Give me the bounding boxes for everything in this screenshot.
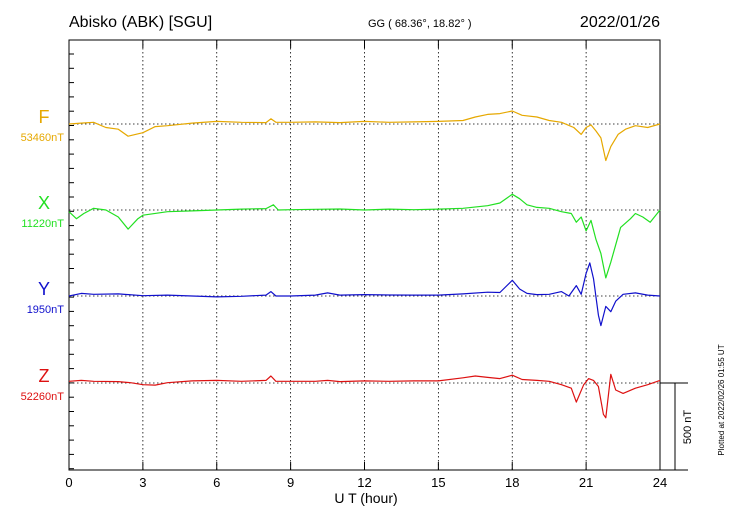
series-labels: F 53460nT X 11220nT Y 1950nT Z 52260nT [21,107,65,403]
series-line-X [68,193,661,279]
x-tick-label: 0 [65,475,72,490]
x-tick-label: 24 [653,475,667,490]
series-name-Z: Z [39,366,50,386]
series-name-F: F [39,107,50,127]
x-tick-label: 9 [287,475,294,490]
series-baseline-Y: 1950nT [27,304,65,316]
x-tick-label: 12 [357,475,371,490]
series-line-Y [68,262,661,327]
series-baseline-F: 53460nT [21,132,65,144]
date-label: 2022/01/26 [580,14,660,31]
series-group [68,110,661,419]
x-tick-label: 18 [505,475,519,490]
x-axis-label: U T (hour) [334,490,397,506]
station-title: Abisko (ABK) [SGU] [69,14,212,31]
x-tick-label: 6 [213,475,220,490]
series-name-X: X [38,193,50,213]
x-axis-ticks: 0 3 6 9 12 15 18 21 24 [65,40,667,490]
series-line-F [68,110,661,162]
series-line-Z [68,373,661,419]
series-name-Y: Y [38,279,50,299]
grid-lines [69,40,660,470]
plotted-timestamp: Plotted at 2022/02/26 01:55 UT [717,344,726,455]
x-tick-label: 3 [139,475,146,490]
series-baseline-Z: 52260nT [21,391,65,403]
series-baseline-X: 11220nT [21,218,64,230]
x-tick-label: 21 [579,475,593,490]
scale-bar-label: 500 nT [682,410,694,445]
x-tick-label: 15 [431,475,445,490]
coordinates-label: GG ( 68.36°, 18.82° ) [368,18,472,30]
